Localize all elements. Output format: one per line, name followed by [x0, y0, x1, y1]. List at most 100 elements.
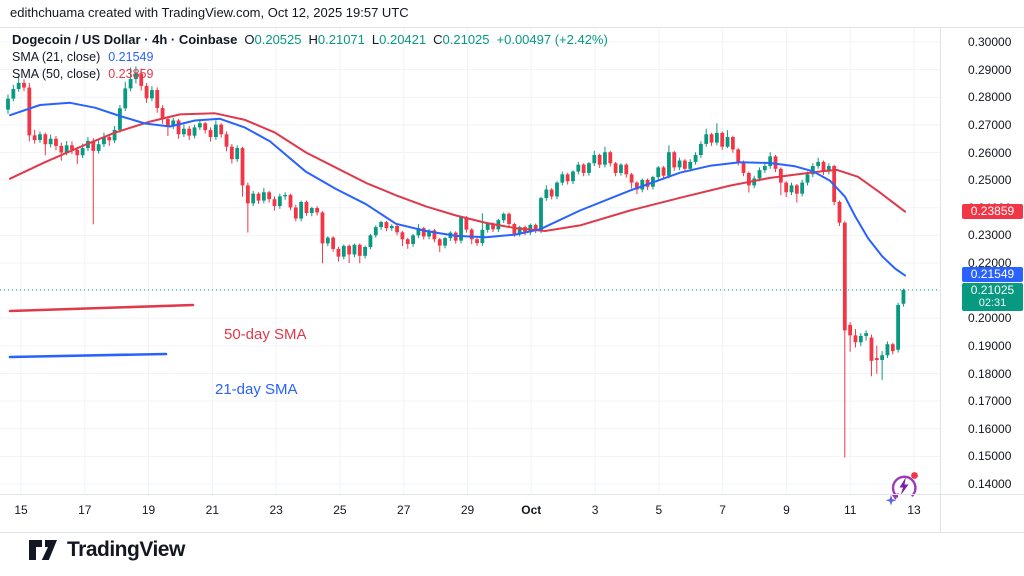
- sma50-legend-row[interactable]: SMA (50, close) 0.23859: [12, 66, 608, 83]
- candle-body: [256, 193, 261, 201]
- candle-body: [38, 134, 42, 141]
- price-axis-label: 0.16000: [968, 421, 1012, 436]
- candle-body: [352, 244, 357, 255]
- candle-body: [603, 152, 607, 165]
- candle-body: [842, 222, 847, 331]
- candle-body: [187, 128, 192, 136]
- candle-body: [581, 164, 586, 173]
- time-axis[interactable]: 15 17 19 21 23 25 27 29 Oct 3 5 7 9 11 13: [0, 494, 1024, 533]
- price-axis-label: 0.28000: [968, 90, 1012, 105]
- candle-body: [384, 222, 389, 229]
- candle-body: [32, 135, 37, 141]
- candle-body: [107, 137, 112, 141]
- candle-body: [22, 82, 26, 88]
- candle-body: [501, 213, 506, 221]
- candle-body: [166, 119, 170, 127]
- candle-body: [213, 124, 218, 138]
- time-axis-label: 3: [591, 503, 599, 517]
- candle-body: [134, 73, 138, 80]
- candle-body: [373, 227, 378, 236]
- sma50-line[interactable]: [9, 112, 906, 232]
- candle-body: [240, 148, 245, 186]
- tradingview-logo[interactable]: TradingView: [28, 538, 185, 562]
- sma21-line[interactable]: [9, 101, 906, 277]
- candle-body: [102, 137, 106, 145]
- candle-body: [539, 198, 543, 231]
- sma21-legend-row[interactable]: SMA (21, close) 0.21549: [12, 49, 608, 66]
- candle-body: [544, 189, 549, 199]
- sma21-annotation-label[interactable]: 21-day SMA: [215, 381, 298, 398]
- candle-body: [320, 212, 325, 244]
- candle-body: [139, 73, 144, 86]
- candle-body: [661, 167, 666, 176]
- candle-body: [336, 248, 341, 257]
- candle-body: [507, 213, 511, 225]
- candle-body: [560, 174, 565, 183]
- price-axis-label: 0.14000: [968, 477, 1012, 491]
- candle-body: [858, 335, 863, 343]
- candle-body: [800, 182, 805, 194]
- open-label: O: [244, 32, 255, 47]
- candle-body: [773, 156, 778, 169]
- replay-flash-icon[interactable]: [883, 466, 925, 510]
- candle-body: [75, 149, 80, 156]
- candle-body: [491, 223, 495, 230]
- candle-body: [762, 166, 767, 171]
- candle-body: [821, 161, 826, 172]
- candle-body: [741, 161, 746, 173]
- candle-body: [304, 201, 309, 213]
- candle-body: [805, 174, 810, 183]
- candle-body: [555, 182, 559, 197]
- tradingview-logo-text: TradingView: [67, 538, 185, 561]
- candle-body: [789, 185, 794, 193]
- candle-body: [16, 82, 21, 89]
- candle-body: [197, 123, 202, 128]
- time-axis-label: 5: [655, 503, 663, 517]
- candle-body: [347, 245, 352, 255]
- candle-body: [784, 182, 789, 193]
- candle-body: [181, 128, 186, 135]
- attribution-text: edithchuama created with TradingView.com…: [10, 5, 409, 20]
- candle-body: [890, 344, 895, 352]
- time-axis-label: 29: [460, 503, 475, 517]
- candle-body: [571, 171, 575, 182]
- price-axis-label: 0.17000: [968, 394, 1012, 409]
- sma50-annotation-line[interactable]: [8, 303, 195, 313]
- candle-body: [6, 98, 10, 110]
- candle-body: [91, 140, 96, 151]
- plot-area[interactable]: [0, 28, 940, 495]
- candle-body: [400, 232, 405, 240]
- time-axis-label: 21: [205, 503, 220, 517]
- sma50-annotation-label[interactable]: 50-day SMA: [224, 326, 307, 343]
- time-axis-label: 23: [269, 503, 283, 517]
- candle-body: [368, 235, 373, 247]
- candle-body: [251, 193, 256, 204]
- countdown-timer: 02:31: [978, 296, 1007, 309]
- price-scale[interactable]: 0.30000 0.29000 0.28000 0.27000 0.26000 0.250…: [940, 28, 1024, 532]
- price-chart: Dogecoin / US Dollar · 4h · Coinbase O 0.2…: [0, 27, 1024, 532]
- candle-body: [283, 195, 288, 197]
- price-axis-label: 0.15000: [968, 449, 1012, 464]
- candle-body: [309, 208, 314, 213]
- candle-body: [160, 108, 165, 120]
- candle-body: [11, 88, 16, 99]
- candle-body: [864, 333, 869, 336]
- symbol-title[interactable]: Dogecoin / US Dollar · 4h · Coinbase: [12, 32, 238, 47]
- time-axis-label: 27: [397, 503, 411, 517]
- candle-body: [901, 289, 906, 304]
- chart-legend: Dogecoin / US Dollar · 4h · Coinbase O0.2…: [12, 32, 608, 84]
- sma21-annotation-line[interactable]: [8, 352, 168, 359]
- candle-body: [427, 230, 431, 237]
- candle-body: [880, 355, 885, 360]
- candle-body: [683, 160, 687, 169]
- change-value: +0.00497 (+2.42%): [496, 32, 608, 47]
- candle-body: [43, 134, 48, 145]
- candle-body: [123, 88, 128, 109]
- candle-body: [112, 129, 117, 141]
- candle-body: [485, 223, 490, 230]
- candle-body: [341, 245, 346, 257]
- candle-body: [357, 244, 362, 256]
- high-label: H: [308, 32, 318, 47]
- candle-body: [405, 239, 410, 244]
